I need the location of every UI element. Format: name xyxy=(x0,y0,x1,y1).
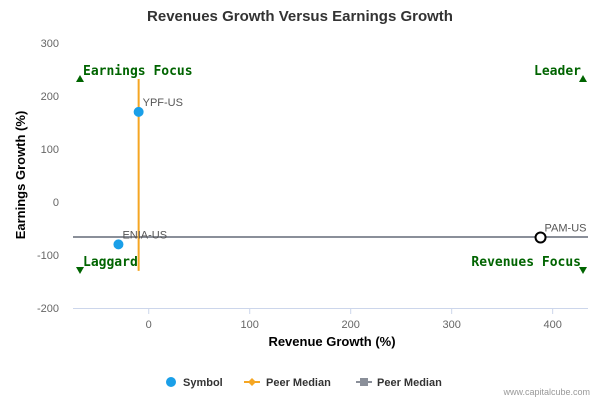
quadrant-label-laggard: Laggard xyxy=(83,255,138,270)
data-points: YPF-US ENIA-US PAM-US xyxy=(113,97,587,250)
y-tick-label: 100 xyxy=(41,144,59,156)
point-pam-us[interactable] xyxy=(534,231,547,244)
y-tick-label: 0 xyxy=(53,197,59,209)
y-tick-label: -100 xyxy=(37,250,59,262)
legend-label-peer-median-2[interactable]: Peer Median xyxy=(377,377,442,389)
point-ypf-us[interactable] xyxy=(133,106,144,117)
x-tick-label: 0 xyxy=(146,319,152,331)
quadrant-label-earnings-focus: Earnings Focus xyxy=(83,64,193,79)
y-axis-title: Earnings Growth (%) xyxy=(13,111,28,240)
point-label-ypf-us: YPF-US xyxy=(143,97,183,109)
triangle-up-icon xyxy=(76,75,84,82)
y-tick-label: -200 xyxy=(37,303,59,315)
quadrant-label-revenues-focus: Revenues Focus xyxy=(471,255,581,270)
x-axis-ticks: 0 100 200 300 400 xyxy=(146,308,562,331)
legend-square-marker xyxy=(360,378,368,386)
x-axis-title: Revenue Growth (%) xyxy=(268,334,395,349)
point-enia-us[interactable] xyxy=(113,239,124,250)
y-tick-label: 300 xyxy=(41,38,59,50)
x-tick-label: 200 xyxy=(342,319,360,331)
quadrant-triangles xyxy=(76,75,587,274)
x-tick-label: 400 xyxy=(543,319,561,331)
legend-diamond-marker xyxy=(248,378,256,386)
point-label-enia-us: ENIA-US xyxy=(122,229,167,241)
triangle-down-icon xyxy=(76,267,84,274)
legend-label-symbol[interactable]: Symbol xyxy=(183,377,223,389)
legend: Symbol Peer Median Peer Median xyxy=(166,377,442,389)
x-tick-label: 100 xyxy=(241,319,259,331)
chart-title: Revenues Growth Versus Earnings Growth xyxy=(147,8,453,25)
quadrant-label-leader: Leader xyxy=(534,64,581,79)
legend-symbol-marker xyxy=(166,377,176,387)
credit-text: www.capitalcube.com xyxy=(502,387,590,397)
x-tick-label: 300 xyxy=(442,319,460,331)
triangle-up-icon xyxy=(579,75,587,82)
y-tick-label: 200 xyxy=(41,91,59,103)
legend-label-peer-median-1[interactable]: Peer Median xyxy=(266,377,331,389)
triangle-down-icon xyxy=(579,267,587,274)
y-axis-ticks: -200 -100 0 100 200 300 xyxy=(37,38,59,315)
point-label-pam-us: PAM-US xyxy=(545,223,587,235)
